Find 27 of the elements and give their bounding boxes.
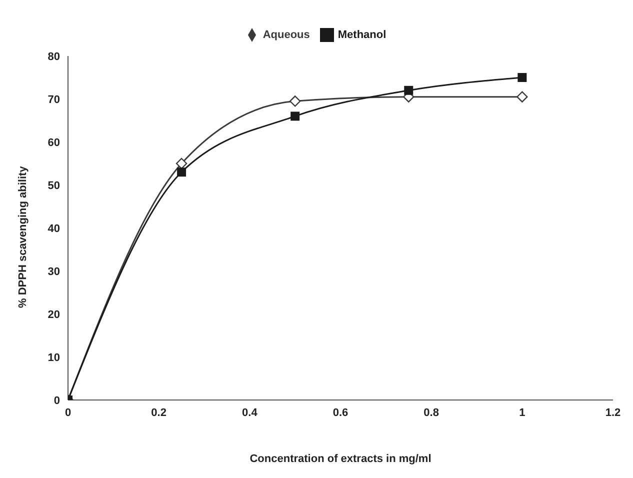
point xyxy=(404,86,414,95)
x-axis-title: Concentration of extracts in mg/ml xyxy=(250,453,432,465)
point xyxy=(290,112,300,121)
legend-label: Aqueous xyxy=(262,28,310,41)
x-tick-label: 0 xyxy=(64,406,72,419)
y-tick-label: 0 xyxy=(54,394,60,407)
y-tick-label: 20 xyxy=(48,308,60,321)
y-tick-label: 70 xyxy=(48,94,60,106)
x-tick-label: 0.6 xyxy=(332,406,348,419)
y-tick-label: 60 xyxy=(48,136,60,149)
point xyxy=(518,73,527,82)
y-axis-title: % DPPH scavenging ability xyxy=(16,165,29,308)
y-tick-label: 40 xyxy=(48,222,60,235)
x-tick-label: 0.8 xyxy=(424,406,439,419)
point xyxy=(177,168,186,177)
x-tick-label: 1 xyxy=(519,406,526,419)
y-tick-label: 30 xyxy=(48,266,60,278)
x-tick-label: 1.2 xyxy=(605,406,621,419)
y-tick-label: 80 xyxy=(48,50,60,63)
legend-label: Methanol xyxy=(338,28,386,41)
y-tick-label: 50 xyxy=(48,180,60,192)
x-tick-label: 0.4 xyxy=(242,406,258,419)
y-tick-label: 10 xyxy=(48,352,60,364)
point xyxy=(289,96,301,107)
x-tick-label: 0.2 xyxy=(151,406,166,419)
point xyxy=(516,91,528,102)
point xyxy=(176,158,188,170)
